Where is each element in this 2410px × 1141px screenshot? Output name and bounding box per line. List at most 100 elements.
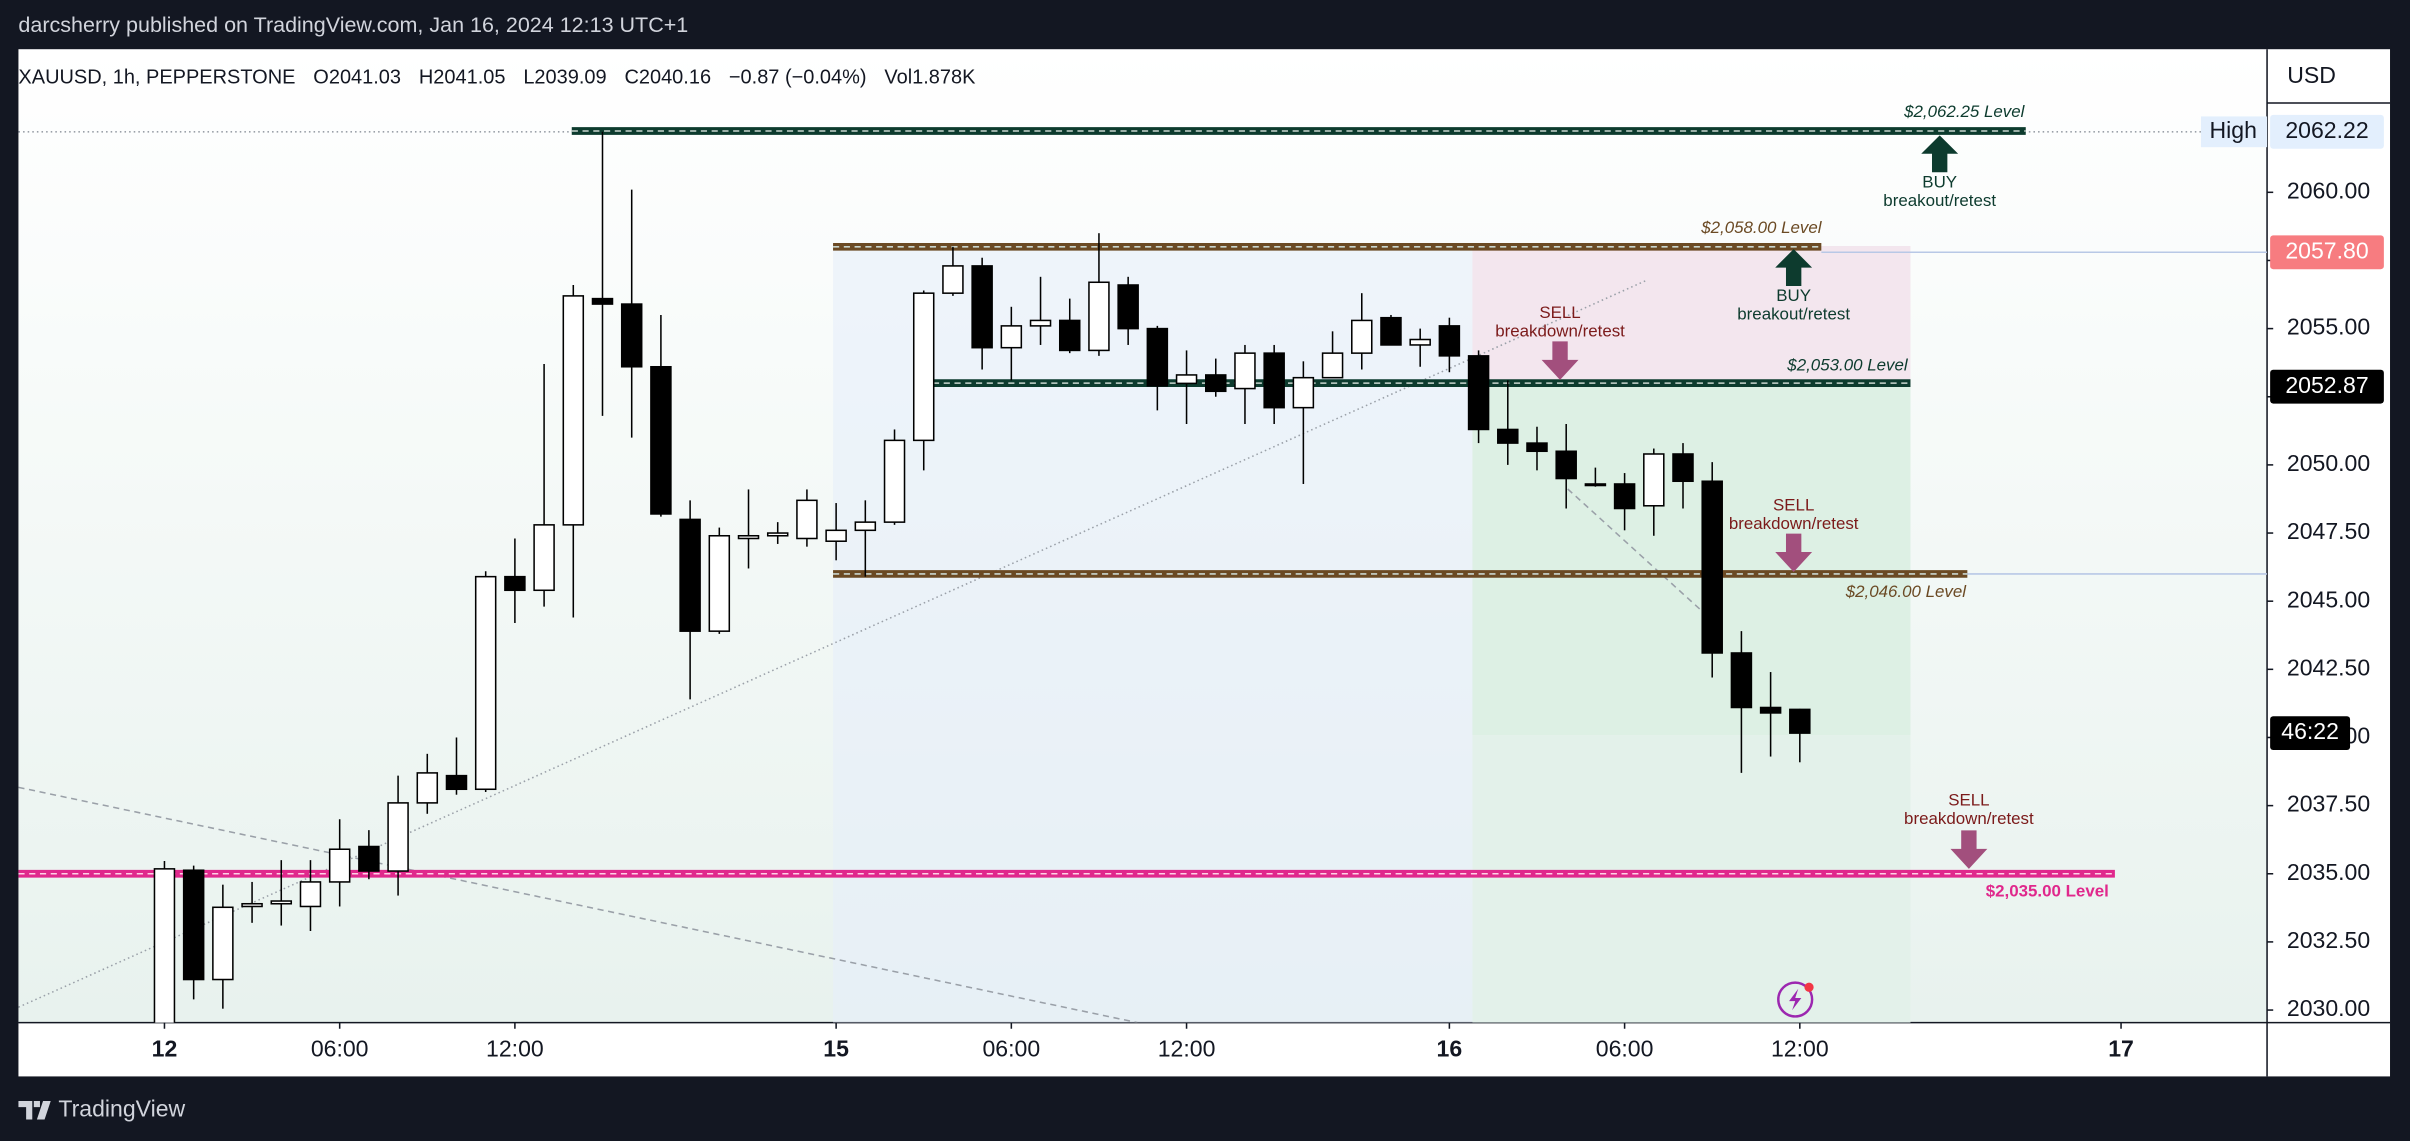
level-label: $2,035.00 Level (1986, 882, 2109, 901)
annotation-note: breakout/retest (1737, 305, 1850, 324)
legend-key: Vol (884, 67, 912, 89)
level-label: $2,062.25 Level (1903, 102, 2026, 121)
legend-value: 1.878K (912, 67, 976, 89)
annotation-action: SELL (1539, 303, 1580, 322)
annotation-action: SELL (1773, 495, 1814, 514)
candle-body (504, 575, 526, 592)
candle-body (1467, 355, 1490, 431)
y-tick-label: 2055.00 (2287, 314, 2370, 340)
annotations: BUY breakout/retest BUY breakout/retest … (1495, 135, 2034, 869)
annotation-note: breakdown/retest (1904, 809, 2034, 828)
candle-body (241, 902, 263, 908)
legend-value: 2041.03 (329, 67, 401, 89)
candle-body (942, 265, 964, 294)
candle-body (912, 292, 935, 442)
trend-line (1567, 488, 1704, 613)
x-tick-label: 06:00 (1596, 1035, 1654, 1061)
x-tick-label: 06:00 (311, 1035, 369, 1061)
candle-body (1351, 319, 1373, 354)
y-tick-label: 2042.50 (2287, 654, 2370, 680)
candle-body (1117, 284, 1139, 330)
price-tag-bg (2270, 235, 2384, 270)
candle-body (708, 534, 731, 632)
candle-body (562, 295, 585, 526)
x-tick-label: 12:00 (1771, 1035, 1829, 1061)
candle-body (1292, 376, 1315, 409)
y-tick-label: 2050.00 (2287, 450, 2370, 476)
axes: 2030.002032.502035.002037.502040.002042.… (152, 102, 2384, 1061)
candle-body (883, 439, 906, 523)
time-axis-bg (18, 1022, 2268, 1077)
price-tag-bg (2270, 369, 2384, 404)
guides (18, 131, 2268, 575)
candle-body (1088, 281, 1110, 352)
candle-body (1643, 453, 1665, 507)
candle-body (737, 534, 760, 540)
arrow-up (1921, 135, 1959, 173)
x-tick-label: 06:00 (983, 1035, 1041, 1061)
candle-body (1759, 706, 1782, 714)
arrow-down (1541, 341, 1579, 380)
candle-body (416, 772, 439, 804)
y-tick-label: 2030.00 (2287, 995, 2370, 1021)
legend-value: 2039.09 (534, 67, 606, 89)
candle-body (796, 499, 818, 540)
level-label: $2,058.00 Level (1700, 218, 1823, 237)
price-tag: 2062.22 (2285, 117, 2368, 143)
candle-body (387, 802, 409, 872)
arrow-up (1775, 249, 1813, 287)
trend-line (18, 786, 1138, 1023)
annotation-action: BUY (1776, 286, 1811, 305)
tag-name: High (2210, 117, 2257, 143)
legend-key: C (624, 67, 638, 89)
tag-name-bg (2200, 116, 2268, 148)
alert-icon-bolt (1789, 988, 1802, 1011)
candle-body (1526, 442, 1548, 453)
annotation-note: breakout/retest (1883, 191, 1996, 210)
y-tick-label: 2045.00 (2287, 586, 2370, 612)
logo (18, 1101, 51, 1120)
candle-body (212, 906, 234, 981)
price-tag: 2052.87 (2285, 372, 2368, 398)
x-tick-label: 12:00 (486, 1035, 544, 1061)
candle-body (1730, 652, 1753, 709)
candle-body (650, 365, 672, 515)
candle-body (533, 524, 555, 592)
x-tick-label: 12 (152, 1035, 178, 1061)
alert-icon-ring (1777, 981, 1814, 1018)
alert-icon[interactable] (1777, 981, 1814, 1018)
target-zone (1472, 384, 1911, 736)
legend-key: L (523, 67, 534, 89)
candle-body (766, 532, 789, 537)
candle-body (620, 303, 643, 368)
candle-body (1380, 316, 1402, 346)
candle-body (825, 529, 847, 542)
x-tick-label: 17 (2108, 1035, 2134, 1061)
countdown-bg (2270, 716, 2351, 751)
level-label: $2,053.00 Level (1786, 356, 1909, 375)
candle-body (1029, 319, 1052, 327)
candle-body (1701, 480, 1723, 654)
candle-body (1584, 483, 1607, 487)
candle-body (445, 774, 468, 791)
footer-brand: TradingView (58, 1095, 185, 1121)
candle-body (1672, 453, 1694, 483)
legend-key: O (313, 67, 329, 89)
y-tick-label: 2060.00 (2287, 177, 2370, 203)
level-label: $2,046.00 Level (1845, 582, 1968, 601)
candle-body (1409, 338, 1431, 346)
candle-body (270, 900, 293, 905)
candle-body (591, 297, 614, 305)
candle-body (153, 868, 176, 1023)
candle-body (1555, 450, 1577, 480)
annotation-action: SELL (1948, 791, 1989, 810)
candle-body (358, 845, 380, 872)
y-tick-label: 2035.00 (2287, 859, 2370, 885)
currency-button[interactable]: USD (2287, 62, 2336, 88)
candle-body (1175, 374, 1198, 385)
candle-body (1438, 325, 1461, 357)
candle-body (1234, 352, 1256, 390)
candle-body (1497, 428, 1519, 444)
candle-body (182, 869, 205, 981)
